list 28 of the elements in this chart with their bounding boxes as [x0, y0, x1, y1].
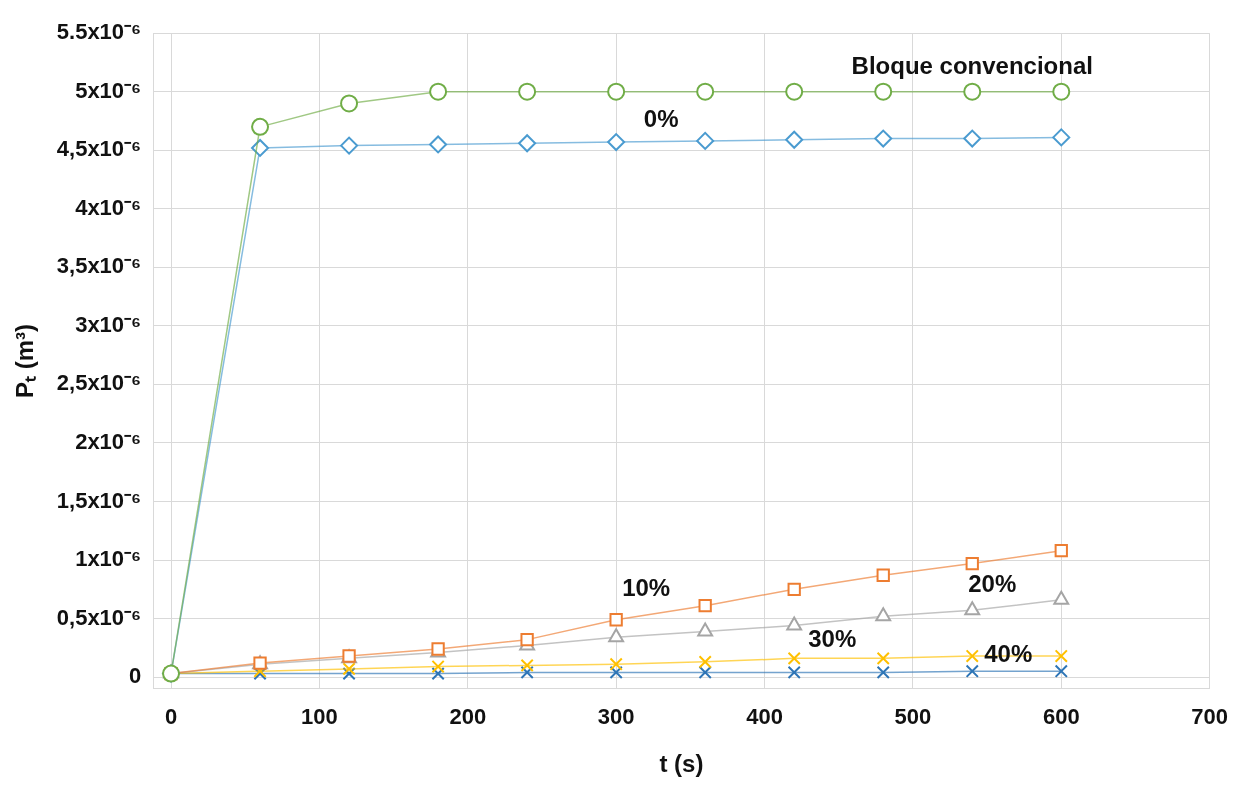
x-tick-label: 0	[164, 704, 178, 730]
x-tick-label: 400	[746, 704, 783, 730]
x-tick-label: 600	[1042, 704, 1080, 730]
x-tick-label: 100	[301, 704, 338, 730]
y-tick-label: 3x10⁻⁶	[75, 311, 142, 337]
x-tick-label: 300	[597, 704, 635, 730]
y-tick-label: 2x10⁻⁶	[75, 429, 142, 455]
x-axis-title: t (s)	[659, 750, 704, 778]
y-axis-title: Pₜ (m³)	[11, 324, 39, 398]
y-tick-label: 2,5x10⁻⁶	[56, 370, 142, 396]
y-tick-label: 0	[128, 663, 142, 689]
series-label: 10%	[622, 574, 671, 602]
y-tick-label: 5x10⁻⁶	[75, 77, 142, 103]
y-tick-label: 1x10⁻⁶	[75, 546, 142, 572]
y-tick-label: 4,5x10⁻⁶	[56, 136, 142, 162]
y-tick-label: 0,5x10⁻⁶	[56, 604, 142, 630]
x-tick-label: 500	[894, 704, 932, 730]
y-tick-label: 5.5x10⁻⁶	[56, 19, 142, 45]
series-label: 30%	[808, 624, 857, 652]
series-label: 20%	[968, 569, 1017, 597]
series-label: 40%	[984, 639, 1033, 667]
y-tick-label: 3,5x10⁻⁶	[56, 253, 142, 279]
series-label: 0%	[643, 104, 679, 132]
y-tick-label: 1,5x10⁻⁶	[56, 487, 142, 513]
y-tick-label: 4x10⁻⁶	[75, 194, 142, 220]
x-tick-label: 200	[449, 704, 487, 730]
x-tick-label: 700	[1191, 704, 1229, 730]
series-label: Bloque convencional	[851, 52, 1093, 80]
